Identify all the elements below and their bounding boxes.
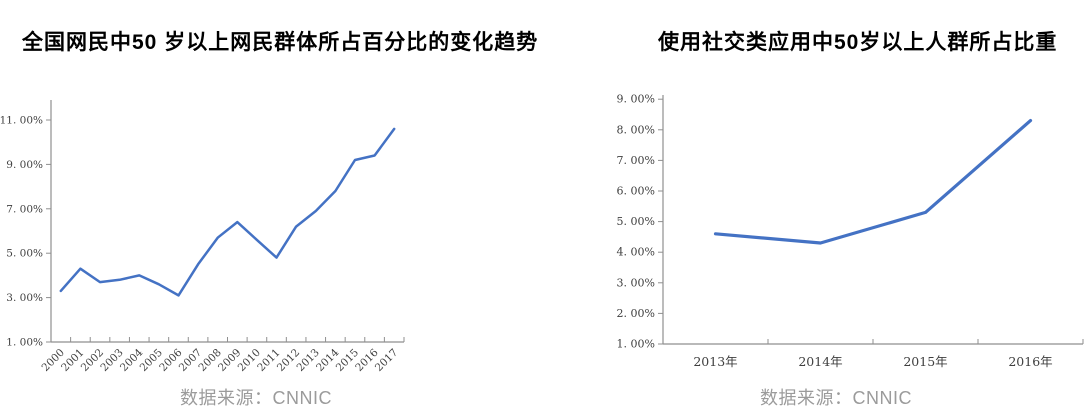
right-chart-y-tick-label: 9. 00%	[617, 93, 655, 106]
right-chart-source: 数据来源：CNNIC	[760, 388, 912, 408]
left-chart-y-tick-label: 7. 00%	[6, 203, 43, 215]
left-chart-y-tick-label: 9. 00%	[6, 159, 43, 171]
right-chart-y-tick-label: 1. 00%	[617, 338, 655, 351]
left-chart-plot: 1. 00%3. 00%5. 00%7. 00%9. 00%11. 00%200…	[0, 100, 405, 374]
right-chart-data-line	[713, 118, 1033, 245]
left-chart-title: 全国网民中50 岁以上网民群体所占百分比的变化趋势	[22, 31, 539, 54]
right-chart-x-label: 2015年	[903, 354, 947, 369]
right-chart-plot: 1. 00% 2. 00% 3. 00% 4. 00% 5. 00% 6. 00% 7. 0…	[617, 93, 1084, 369]
left-chart-data-line	[59, 127, 396, 297]
right-chart-x-label: 2014年	[798, 354, 842, 369]
right-chart-y-tick-label: 5. 00%	[617, 215, 655, 228]
left-chart-y-tick-label: 3. 00%	[6, 292, 43, 304]
right-chart-y-tick-label: 2. 00%	[617, 307, 655, 320]
left-chart-y-tick-label: 11. 00%	[0, 115, 43, 127]
right-chart-y-tick-label: 3. 00%	[617, 276, 655, 289]
right-chart-title: 使用社交类应用中50岁以上人群所占比重	[658, 31, 1058, 54]
right-chart-y-tick-label: 4. 00%	[617, 246, 655, 259]
left-chart-y-tick-label: 1. 00%	[6, 337, 43, 349]
left-chart-source: 数据来源：CNNIC	[180, 388, 332, 408]
right-chart-x-label: 2013年	[693, 354, 737, 369]
right-chart-y-tick-label: 7. 00%	[617, 154, 655, 167]
right-chart-x-label: 2016年	[1008, 354, 1052, 369]
left-chart-y-tick-label: 5. 00%	[6, 248, 43, 260]
right-chart-y-tick-label: 8. 00%	[617, 123, 655, 136]
right-chart-y-tick-label: 6. 00%	[617, 185, 655, 198]
left-chart-x-label: 2017	[373, 347, 400, 374]
